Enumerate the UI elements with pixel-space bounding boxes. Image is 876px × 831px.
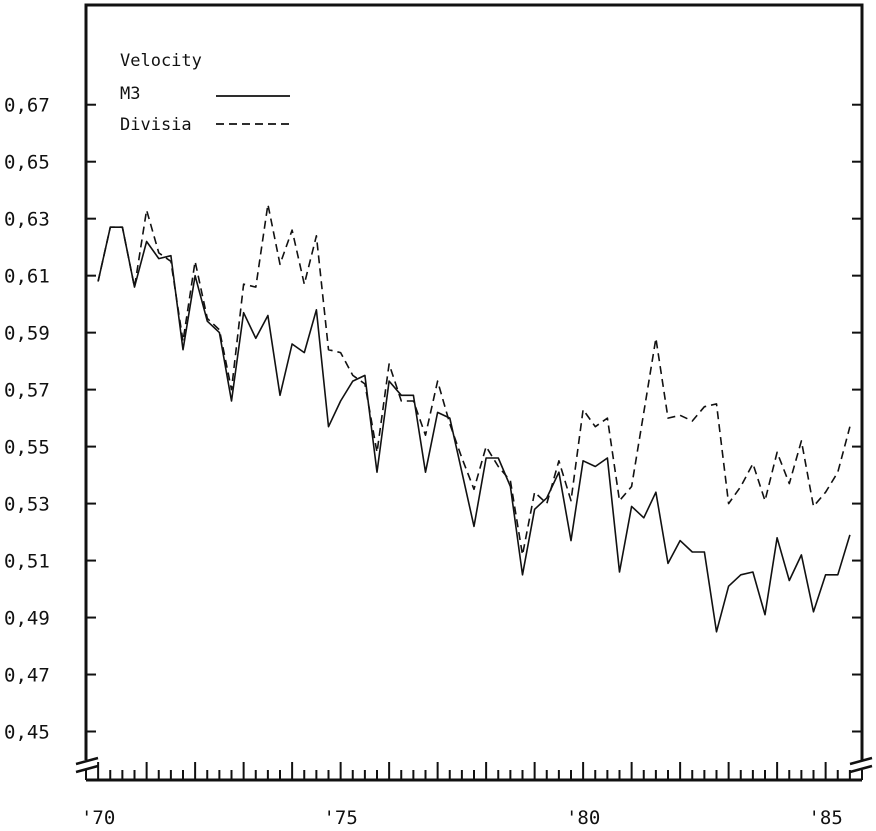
legend-label-divisia: Divisia: [120, 115, 192, 135]
series-line-m3: [97, 226, 851, 633]
axis-break-right: [849, 756, 873, 774]
x-tick-label: '75: [323, 807, 357, 829]
y-tick-label: 0,61: [4, 266, 50, 288]
legend-title: Velocity: [120, 51, 202, 71]
x-tick-label: '85: [808, 807, 842, 829]
y-axis: 0,45 0,47 0,49 0,51 0,53 0,55 0,57 0,59 0,61 0,63…: [4, 95, 862, 744]
y-tick-label: 0,65: [4, 152, 50, 174]
y-tick-label: 0,47: [4, 665, 50, 687]
y-tick-label: 0,53: [4, 494, 50, 516]
plot-frame: [75, 3, 873, 782]
y-tick-label: 0,45: [4, 722, 50, 744]
y-tick-label: 0,59: [4, 323, 50, 345]
y-tick-label: 0,67: [4, 95, 50, 117]
x-axis: '70 '75 '80 '85: [81, 762, 863, 829]
y-tick-label: 0,55: [4, 437, 50, 459]
series-line-divisia: [97, 203, 851, 556]
frame-top-left-right: [84, 3, 864, 760]
series-layer: [97, 203, 851, 633]
axis-break-left: [75, 756, 99, 774]
legend-label-m3: M3: [120, 84, 140, 104]
y-tick-label: 0,63: [4, 209, 50, 231]
x-tick-label: '70: [81, 807, 115, 829]
y-tick-label: 0,57: [4, 380, 50, 402]
y-tick-label: 0,51: [4, 551, 50, 573]
legend: Velocity M3 Divisia: [120, 51, 290, 135]
y-tick-label: 0,49: [4, 608, 50, 630]
x-tick-label: '80: [566, 807, 600, 829]
